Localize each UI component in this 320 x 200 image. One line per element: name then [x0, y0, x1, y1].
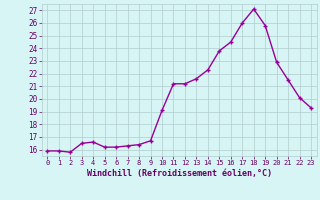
X-axis label: Windchill (Refroidissement éolien,°C): Windchill (Refroidissement éolien,°C): [87, 169, 272, 178]
